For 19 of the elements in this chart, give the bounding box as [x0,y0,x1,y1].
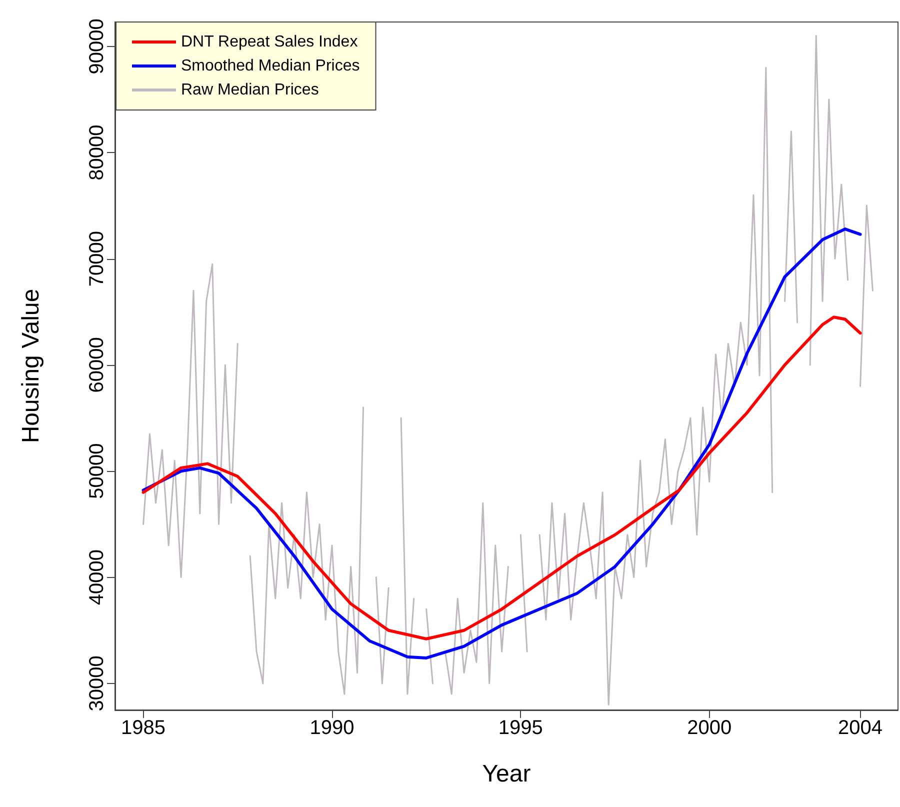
x-tick-label: 1990 [310,717,354,739]
y-tick-label: 70000 [86,230,108,287]
y-tick-label: 50000 [86,443,108,499]
x-tick-label: 1985 [121,717,166,739]
y-axis-title: Housing Value [18,288,44,444]
y-tick-label: 80000 [86,124,108,180]
legend-label: Raw Median Prices [181,82,319,98]
legend-label: Smoothed Median Prices [181,58,360,74]
line-series [142,228,862,660]
y-tick-label: 40000 [86,549,108,606]
x-tick-label: 2000 [687,717,732,739]
y-tick-label: 90000 [86,18,108,74]
legend-label: DNT Repeat Sales Index [181,34,358,50]
x-tick-label: 2004 [838,717,883,739]
x-axis-title: Year [482,760,531,788]
y-tick-label: 30000 [86,656,108,712]
line-series [142,316,862,640]
x-tick-label: 1995 [498,717,543,739]
y-tick-label: 60000 [86,337,108,393]
